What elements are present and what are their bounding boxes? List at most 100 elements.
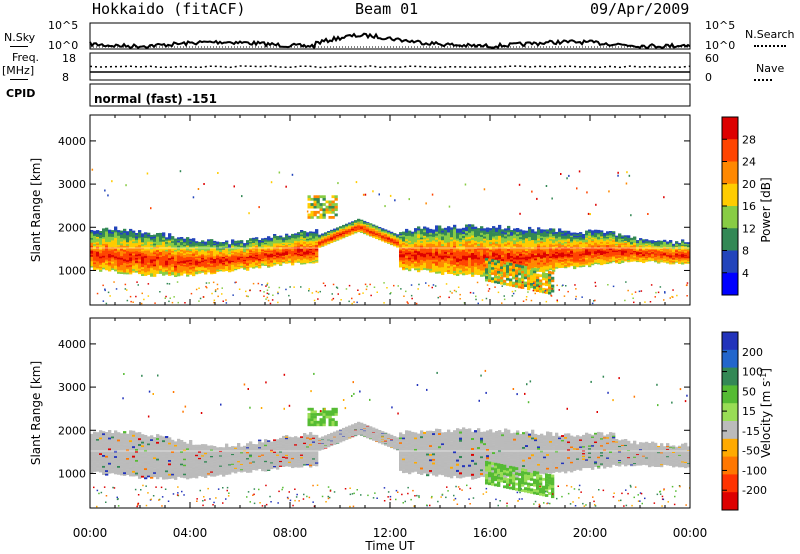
- data-cell: [555, 248, 559, 251]
- data-cell: [96, 261, 100, 264]
- data-cell: [327, 233, 331, 235]
- data-cell: [267, 263, 271, 266]
- data-cell: [309, 248, 313, 251]
- data-cell: [285, 258, 289, 260]
- data-cell: [567, 239, 571, 242]
- data-cell: [651, 242, 655, 244]
- data-cell: [525, 250, 529, 253]
- data-cell: [639, 250, 643, 253]
- data-cell: [327, 232, 331, 233]
- patch-cell: [494, 280, 498, 284]
- patch-cell: [488, 266, 492, 270]
- data-cell: [516, 245, 520, 248]
- data-cell: [288, 256, 292, 258]
- data-cell: [267, 236, 271, 238]
- data-cell: [582, 249, 586, 251]
- data-cell: [636, 249, 640, 251]
- data-cell: [429, 252, 433, 255]
- data-cell: [282, 237, 286, 239]
- data-cell: [486, 244, 490, 247]
- patch-cell: [497, 270, 501, 274]
- data-cell: [153, 264, 157, 267]
- data-cell: [519, 229, 523, 232]
- data-cell: [201, 256, 205, 259]
- data-cell: [186, 268, 190, 271]
- data-cell: [615, 251, 619, 254]
- data-cell: [633, 242, 637, 244]
- data-cell: [651, 243, 655, 245]
- data-cell: [675, 261, 679, 263]
- data-cell: [297, 241, 301, 243]
- data-cell: [432, 268, 436, 271]
- data-cell: [147, 257, 151, 260]
- data-cell: [519, 262, 523, 266]
- data-cell: [183, 257, 187, 260]
- data-cell: [462, 273, 466, 276]
- data-cell: [483, 268, 487, 271]
- data-cell: [186, 243, 190, 246]
- data-cell: [387, 236, 391, 238]
- data-cell: [633, 251, 637, 254]
- data-cell: [684, 258, 688, 260]
- data-cell: [171, 237, 175, 240]
- data-cell: [234, 243, 238, 245]
- data-cell: [453, 258, 457, 261]
- data-cell: [183, 244, 187, 247]
- data-cell: [195, 245, 199, 247]
- data-cell: [156, 249, 160, 252]
- data-cell: [546, 241, 550, 244]
- patch-cell: [322, 203, 326, 206]
- data-cell: [219, 255, 223, 257]
- data-cell: [636, 241, 640, 244]
- data-cell: [642, 241, 646, 243]
- data-cell: [600, 240, 604, 243]
- data-cell: [534, 238, 538, 241]
- data-cell: [525, 254, 529, 257]
- data-cell: [192, 239, 196, 242]
- data-cell: [399, 246, 403, 249]
- data-cell: [243, 246, 247, 248]
- data-cell: [678, 257, 682, 259]
- data-cell: [216, 247, 220, 250]
- data-cell: [513, 245, 517, 248]
- data-cell: [642, 240, 646, 242]
- data-cell: [561, 259, 565, 262]
- data-cell: [159, 266, 163, 269]
- data-cell: [240, 243, 244, 246]
- data-cell: [132, 244, 136, 247]
- data-cell: [498, 231, 502, 234]
- data-cell: [186, 238, 190, 241]
- data-cell: [156, 260, 160, 263]
- data-cell: [402, 244, 406, 247]
- data-cell: [294, 234, 298, 237]
- data-cell: [120, 248, 124, 251]
- data-cell: [594, 253, 598, 256]
- data-cell: [513, 249, 517, 252]
- data-cell: [564, 255, 568, 258]
- data-cell: [270, 259, 274, 261]
- data-cell: [465, 268, 469, 271]
- data-cell: [447, 253, 451, 257]
- data-cell: [192, 249, 196, 252]
- data-cell: [318, 235, 322, 237]
- data-cell: [654, 256, 658, 258]
- data-cell: [327, 237, 331, 238]
- data-cell: [636, 256, 640, 258]
- data-cell: [354, 227, 358, 229]
- data-cell: [150, 243, 154, 246]
- data-cell: [162, 239, 166, 242]
- data-cell: [591, 256, 595, 259]
- data-cell: [471, 244, 475, 247]
- patch-cell: [334, 208, 338, 212]
- data-cell: [252, 265, 256, 268]
- data-cell: [300, 230, 304, 232]
- data-cell: [213, 262, 217, 265]
- data-cell: [354, 221, 358, 222]
- data-cell: [435, 235, 439, 238]
- data-cell: [387, 240, 391, 242]
- data-cell: [264, 250, 268, 253]
- data-cell: [462, 255, 466, 258]
- data-cell: [339, 233, 343, 235]
- data-cell: [345, 234, 349, 236]
- data-cell: [375, 233, 379, 235]
